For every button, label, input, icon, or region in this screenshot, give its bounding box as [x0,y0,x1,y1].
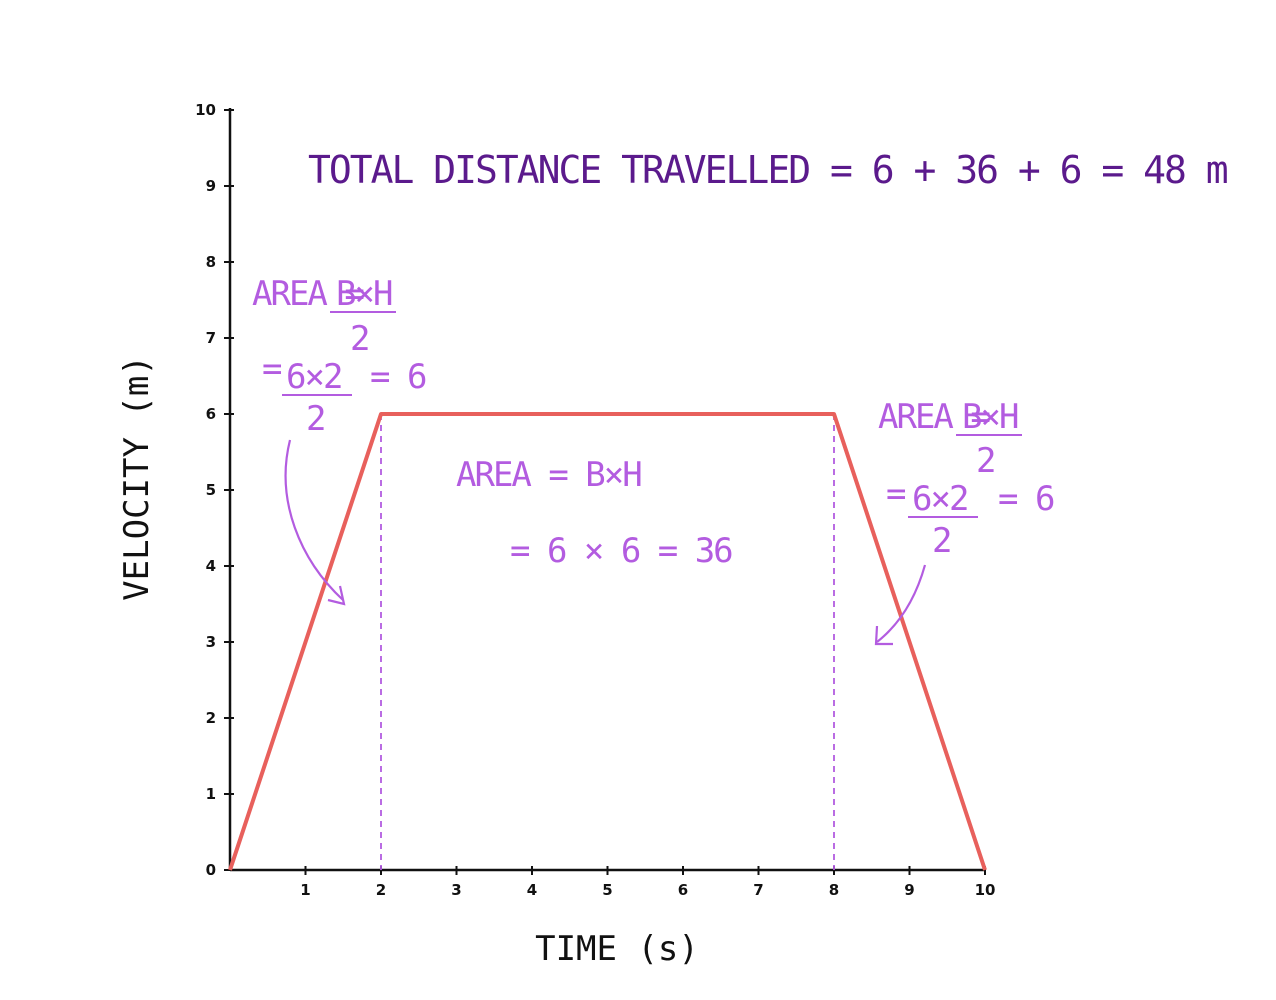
total-distance-annotation: TOTAL DISTANCE TRAVELLED = 6 + 36 + 6 = … [308,148,1228,192]
left-area-label: AREA = [252,274,364,314]
series-group [228,412,987,871]
y-axis-title: VELOCITY (m) [117,355,157,601]
y-tick-label: 1 [206,785,216,803]
x-tick-label: 1 [300,881,310,899]
left-frac-numerator: B×H [336,274,392,314]
x-ticks: 1 2 3 4 5 6 7 8 9 10 [300,866,995,899]
right-frac2-denominator: 2 [932,521,950,561]
velocity-line [228,412,987,871]
y-tick-label: 2 [206,709,216,727]
right-eq-prefix: = [886,474,906,514]
x-tick-label: 2 [376,881,386,899]
middle-area-result: = 6 × 6 = 36 [510,531,732,571]
y-tick-label: 9 [206,177,216,195]
y-tick-label: 10 [195,101,216,119]
x-tick-label: 3 [451,881,461,899]
y-ticks: 0 1 2 3 4 5 6 7 8 9 10 [195,101,234,879]
x-tick-label: 8 [829,881,839,899]
right-arrow-icon [876,564,927,643]
x-axis-title: TIME (s) [535,929,699,969]
left-result: = 6 [370,357,426,397]
right-arrowhead-icon [874,625,893,646]
left-area-annotation: AREA = B×H 2 = 6×2 2 = 6 [252,274,428,606]
x-tick-label: 9 [904,881,914,899]
right-area-label: AREA = [878,397,990,437]
left-eq-prefix: = [262,349,282,389]
y-tick-label: 0 [206,861,216,879]
right-frac-denominator: 2 [976,441,994,481]
y-tick-label: 4 [206,557,216,575]
y-tick-label: 7 [206,329,216,347]
y-tick-label: 6 [206,405,216,423]
middle-area-annotation: AREA = B×H = 6 × 6 = 36 [456,455,734,571]
x-tick-label: 5 [602,881,612,899]
left-frac2-numerator: 6×2 [286,357,341,397]
x-tick-label: 4 [527,881,537,899]
vertical-guides [380,414,835,870]
y-tick-label: 3 [206,633,216,651]
right-result: = 6 [998,479,1054,519]
left-frac-denominator: 2 [350,319,368,359]
middle-area-label: AREA = B×H [456,455,641,495]
right-frac2-numerator: 6×2 [912,479,967,519]
x-tick-label: 6 [678,881,688,899]
left-arrow-icon [284,439,344,601]
x-tick-label: 7 [753,881,763,899]
x-tick-label: 10 [975,881,996,899]
y-tick-label: 8 [206,253,216,271]
left-frac2-denominator: 2 [306,399,324,439]
left-arrowhead-icon [327,585,346,606]
right-area-annotation: AREA = B×H 2 = 6×2 2 = 6 [874,397,1056,646]
right-frac-numerator: B×H [962,397,1018,437]
y-tick-label: 5 [206,481,216,499]
